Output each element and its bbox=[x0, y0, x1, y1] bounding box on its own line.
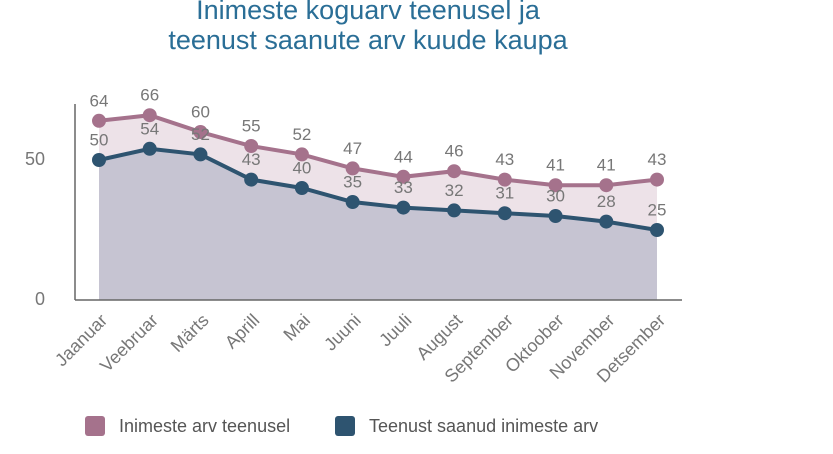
data-label: 50 bbox=[90, 130, 109, 149]
point bbox=[447, 203, 462, 218]
point bbox=[345, 195, 360, 209]
point bbox=[396, 169, 411, 184]
legend-label: Inimeste arv teenusel bbox=[119, 416, 290, 436]
data-label: 66 bbox=[140, 86, 159, 105]
point bbox=[92, 153, 106, 167]
x-tick-label: Aprill bbox=[221, 310, 263, 352]
data-label: 44 bbox=[394, 147, 413, 166]
point bbox=[396, 200, 411, 215]
y-tick-label: 50 bbox=[25, 149, 45, 169]
point bbox=[193, 147, 208, 162]
x-tick-label: Juuli bbox=[375, 310, 415, 350]
data-label: 47 bbox=[343, 139, 362, 158]
data-label: 41 bbox=[546, 156, 565, 175]
point bbox=[497, 172, 512, 187]
point bbox=[345, 161, 360, 176]
point bbox=[548, 178, 563, 193]
legend-label: Teenust saanud inimeste arv bbox=[369, 416, 598, 436]
x-tick-label: Juuni bbox=[320, 310, 365, 355]
chart-title: Inimeste koguarv teenusel ja bbox=[196, 0, 541, 25]
point bbox=[599, 178, 614, 193]
y-tick-label: 0 bbox=[35, 289, 45, 309]
line bbox=[98, 146, 658, 232]
point bbox=[294, 147, 309, 162]
point bbox=[599, 214, 614, 229]
data-label: 28 bbox=[597, 192, 616, 211]
data-label: 40 bbox=[292, 158, 311, 177]
area bbox=[99, 148, 657, 300]
data-label: 60 bbox=[191, 102, 210, 121]
data-label: 52 bbox=[292, 125, 311, 144]
data-label: 43 bbox=[495, 150, 514, 169]
point bbox=[244, 172, 259, 187]
data-label: 41 bbox=[597, 156, 616, 175]
point bbox=[497, 206, 512, 221]
point bbox=[244, 139, 259, 153]
legend-swatch bbox=[335, 416, 355, 436]
point bbox=[142, 108, 157, 123]
point bbox=[548, 209, 563, 223]
data-label: 55 bbox=[242, 116, 261, 135]
x-tick-label: Mai bbox=[279, 310, 314, 345]
data-label: 30 bbox=[546, 186, 565, 205]
point bbox=[650, 223, 664, 237]
point bbox=[447, 164, 462, 179]
point bbox=[294, 181, 309, 195]
data-label: 31 bbox=[495, 184, 514, 203]
data-label: 46 bbox=[445, 142, 464, 161]
data-label: 64 bbox=[90, 91, 109, 110]
point bbox=[92, 113, 106, 128]
data-label: 52 bbox=[191, 125, 210, 144]
data-label: 33 bbox=[394, 178, 413, 197]
data-label: 54 bbox=[140, 119, 159, 138]
x-tick-label: Märts bbox=[167, 310, 213, 356]
data-label: 43 bbox=[648, 150, 667, 169]
chart-title: teenust saanute arv kuude kaupa bbox=[168, 25, 568, 55]
line bbox=[98, 113, 658, 188]
data-label: 35 bbox=[343, 172, 362, 191]
point bbox=[650, 172, 664, 187]
point bbox=[142, 141, 157, 156]
data-label: 32 bbox=[445, 181, 464, 200]
legend-swatch bbox=[85, 416, 105, 436]
data-label: 43 bbox=[242, 150, 261, 169]
point bbox=[193, 125, 208, 139]
data-label: 25 bbox=[648, 200, 667, 219]
